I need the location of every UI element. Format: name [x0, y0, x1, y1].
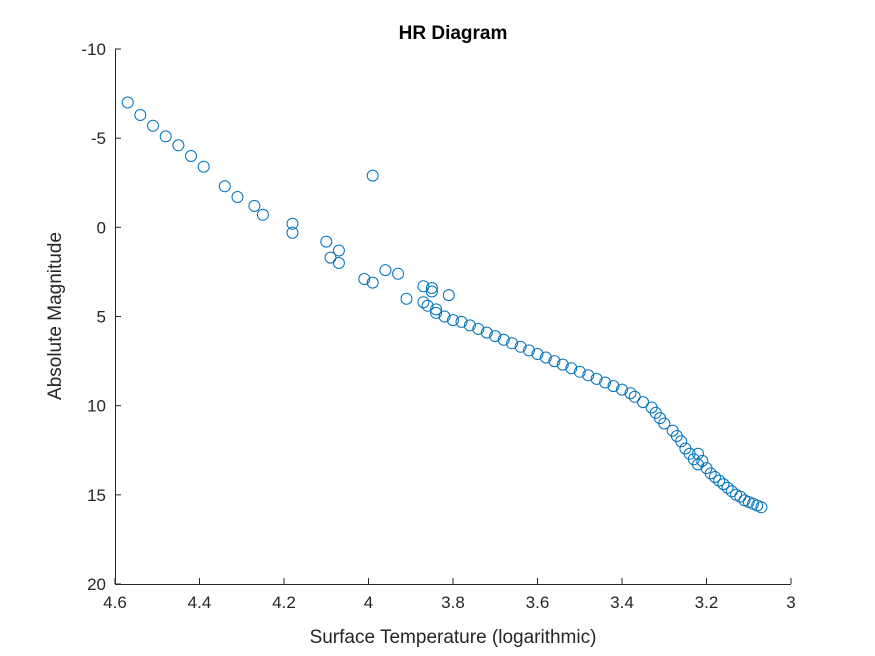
data-point-34: [463, 319, 476, 332]
x-tick-label: 3.2: [695, 593, 719, 612]
data-point-30: [430, 306, 443, 319]
y-tick-label: 20: [87, 575, 106, 594]
y-tick-label: -5: [91, 129, 106, 148]
y-axis-label: Absolute Magnitude: [45, 232, 66, 400]
data-point-67: [692, 447, 704, 460]
data-point-19: [392, 267, 405, 280]
data-point-71: [708, 471, 721, 483]
data-point-2: [147, 119, 159, 132]
data-point-11: [286, 217, 299, 230]
data-point-9: [248, 199, 261, 212]
data-point-40: [514, 340, 527, 353]
data-point-23: [417, 280, 430, 293]
x-tick-label: 4.4: [188, 593, 212, 612]
data-point-55: [637, 396, 650, 409]
x-tick-label: 4: [364, 593, 373, 612]
x-tick-label: 3.4: [610, 593, 634, 612]
data-point-14: [324, 251, 337, 264]
data-point-52: [616, 383, 628, 396]
data-point-13: [320, 235, 333, 248]
data-point-20: [358, 273, 371, 285]
data-point-62: [675, 435, 688, 448]
data-point-33: [455, 315, 468, 328]
y-tick-label: 0: [97, 218, 106, 237]
data-point-39: [506, 337, 519, 350]
data-point-24: [425, 282, 438, 294]
data-point-70: [704, 467, 717, 480]
x-axis-label: Surface Temperature (logarithmic): [310, 627, 597, 648]
data-point-50: [599, 376, 612, 389]
data-point-28: [421, 299, 434, 312]
data-point-22: [400, 292, 413, 305]
plot-area: [115, 49, 791, 584]
data-point-72: [713, 474, 726, 487]
data-point-29: [430, 303, 443, 316]
x-tick-label: 4.2: [272, 593, 296, 612]
x-tick-label: 3.8: [441, 593, 465, 612]
data-point-77: [734, 490, 747, 503]
data-point-8: [231, 191, 244, 203]
data-point-44: [548, 355, 561, 368]
data-point-10: [256, 208, 269, 221]
data-point-1: [134, 109, 147, 121]
data-point-59: [658, 417, 671, 430]
data-point-47: [573, 365, 586, 378]
data-point-68: [696, 454, 709, 467]
y-tick-label: -10: [81, 40, 106, 59]
data-point-53: [624, 387, 637, 400]
data-point-74: [721, 481, 734, 494]
data-point-35: [472, 323, 485, 335]
data-point-0: [121, 96, 134, 109]
data-point-7: [218, 180, 231, 193]
data-point-46: [565, 362, 578, 375]
data-point-27: [417, 296, 430, 309]
data-point-18: [379, 264, 392, 277]
y-axis-ticks: -10 -5 0 5 10 15 20: [81, 40, 121, 594]
data-point-21: [366, 276, 379, 289]
data-point-37: [489, 330, 502, 343]
x-tick-label: 4.6: [103, 593, 127, 612]
data-point-25: [425, 285, 438, 298]
data-point-12: [286, 226, 299, 239]
data-point-73: [717, 478, 730, 491]
data-point-5: [185, 150, 197, 162]
chart-title: HR Diagram: [399, 23, 508, 44]
data-point-17: [366, 169, 379, 182]
data-point-45: [556, 358, 569, 371]
x-tick-label: 3.6: [526, 593, 550, 612]
x-tick-label: 3: [786, 593, 795, 612]
data-points: [121, 96, 768, 514]
y-tick-label: 15: [87, 486, 106, 505]
data-point-4: [172, 139, 185, 152]
data-point-41: [523, 344, 535, 357]
data-point-54: [628, 390, 641, 403]
data-point-82: [755, 501, 768, 514]
data-point-43: [539, 351, 552, 364]
data-point-26: [442, 289, 455, 302]
y-tick-label: 10: [87, 397, 106, 416]
data-point-16: [332, 257, 345, 269]
data-point-75: [725, 485, 738, 498]
data-point-6: [197, 160, 210, 173]
data-point-49: [590, 372, 603, 385]
data-point-31: [438, 310, 451, 323]
data-point-48: [582, 369, 595, 382]
data-point-51: [607, 380, 620, 393]
y-tick-label: 5: [97, 308, 106, 327]
data-point-32: [447, 314, 459, 327]
data-point-42: [531, 348, 544, 360]
data-point-36: [480, 326, 493, 339]
x-axis-ticks: 4.6 4.4 4.2 4 3.8 3.6 3.4 3.2 3: [103, 578, 796, 612]
data-point-38: [497, 333, 510, 346]
data-point-15: [332, 244, 345, 257]
data-point-3: [159, 130, 172, 143]
